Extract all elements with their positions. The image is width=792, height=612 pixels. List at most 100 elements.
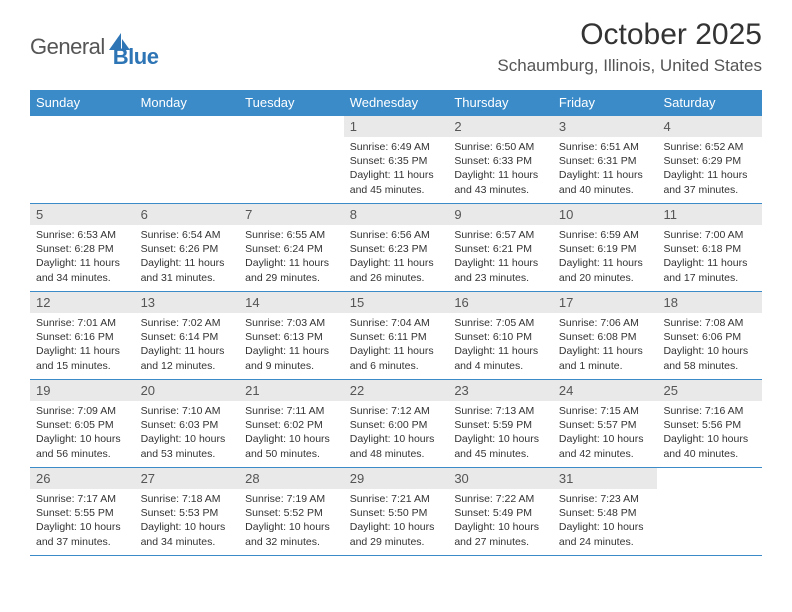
day-number: 17 bbox=[553, 292, 658, 313]
sunset-line: Sunset: 6:21 PM bbox=[454, 242, 547, 256]
day-number: 10 bbox=[553, 204, 658, 225]
day-number: 22 bbox=[344, 380, 449, 401]
day-number: 27 bbox=[135, 468, 240, 489]
day-details: Sunrise: 7:02 AMSunset: 6:14 PMDaylight:… bbox=[135, 313, 240, 377]
daylight-line: Daylight: 10 hours and 29 minutes. bbox=[350, 520, 443, 548]
sunset-line: Sunset: 6:00 PM bbox=[350, 418, 443, 432]
day-number: 20 bbox=[135, 380, 240, 401]
daylight-line: Daylight: 10 hours and 34 minutes. bbox=[141, 520, 234, 548]
daylight-line: Daylight: 10 hours and 48 minutes. bbox=[350, 432, 443, 460]
day-details: Sunrise: 7:21 AMSunset: 5:50 PMDaylight:… bbox=[344, 489, 449, 553]
daylight-line: Daylight: 10 hours and 40 minutes. bbox=[663, 432, 756, 460]
day-number: 2 bbox=[448, 116, 553, 137]
day-details: Sunrise: 6:51 AMSunset: 6:31 PMDaylight:… bbox=[553, 137, 658, 201]
day-number: 16 bbox=[448, 292, 553, 313]
weekday-header: Friday bbox=[553, 90, 658, 115]
day-details: Sunrise: 7:06 AMSunset: 6:08 PMDaylight:… bbox=[553, 313, 658, 377]
day-details: Sunrise: 6:53 AMSunset: 6:28 PMDaylight:… bbox=[30, 225, 135, 289]
day-cell: 20Sunrise: 7:10 AMSunset: 6:03 PMDayligh… bbox=[135, 380, 240, 467]
day-details: Sunrise: 6:52 AMSunset: 6:29 PMDaylight:… bbox=[657, 137, 762, 201]
day-cell: 3Sunrise: 6:51 AMSunset: 6:31 PMDaylight… bbox=[553, 116, 658, 203]
sunrise-line: Sunrise: 7:13 AM bbox=[454, 404, 547, 418]
weekday-header: Wednesday bbox=[344, 90, 449, 115]
sunrise-line: Sunrise: 7:21 AM bbox=[350, 492, 443, 506]
day-cell: 17Sunrise: 7:06 AMSunset: 6:08 PMDayligh… bbox=[553, 292, 658, 379]
day-details: Sunrise: 7:08 AMSunset: 6:06 PMDaylight:… bbox=[657, 313, 762, 377]
daylight-line: Daylight: 10 hours and 42 minutes. bbox=[559, 432, 652, 460]
header: General Blue October 2025 Schaumburg, Il… bbox=[30, 18, 762, 76]
day-cell bbox=[239, 116, 344, 203]
day-details: Sunrise: 7:18 AMSunset: 5:53 PMDaylight:… bbox=[135, 489, 240, 553]
day-number: 21 bbox=[239, 380, 344, 401]
daylight-line: Daylight: 11 hours and 34 minutes. bbox=[36, 256, 129, 284]
day-cell: 10Sunrise: 6:59 AMSunset: 6:19 PMDayligh… bbox=[553, 204, 658, 291]
month-title: October 2025 bbox=[497, 18, 762, 52]
daylight-line: Daylight: 10 hours and 37 minutes. bbox=[36, 520, 129, 548]
sunrise-line: Sunrise: 7:03 AM bbox=[245, 316, 338, 330]
daylight-line: Daylight: 10 hours and 58 minutes. bbox=[663, 344, 756, 372]
day-cell: 1Sunrise: 6:49 AMSunset: 6:35 PMDaylight… bbox=[344, 116, 449, 203]
day-number: 19 bbox=[30, 380, 135, 401]
sunrise-line: Sunrise: 7:01 AM bbox=[36, 316, 129, 330]
day-details: Sunrise: 7:04 AMSunset: 6:11 PMDaylight:… bbox=[344, 313, 449, 377]
day-cell: 29Sunrise: 7:21 AMSunset: 5:50 PMDayligh… bbox=[344, 468, 449, 555]
day-number: 31 bbox=[553, 468, 658, 489]
daylight-line: Daylight: 11 hours and 17 minutes. bbox=[663, 256, 756, 284]
day-number: 23 bbox=[448, 380, 553, 401]
daylight-line: Daylight: 11 hours and 6 minutes. bbox=[350, 344, 443, 372]
day-details: Sunrise: 7:09 AMSunset: 6:05 PMDaylight:… bbox=[30, 401, 135, 465]
day-number: 5 bbox=[30, 204, 135, 225]
day-number: 9 bbox=[448, 204, 553, 225]
day-details: Sunrise: 6:50 AMSunset: 6:33 PMDaylight:… bbox=[448, 137, 553, 201]
weekday-header: Sunday bbox=[30, 90, 135, 115]
sunset-line: Sunset: 6:29 PM bbox=[663, 154, 756, 168]
weekday-header-row: SundayMondayTuesdayWednesdayThursdayFrid… bbox=[30, 90, 762, 115]
sunset-line: Sunset: 5:56 PM bbox=[663, 418, 756, 432]
daylight-line: Daylight: 11 hours and 26 minutes. bbox=[350, 256, 443, 284]
day-cell: 12Sunrise: 7:01 AMSunset: 6:16 PMDayligh… bbox=[30, 292, 135, 379]
day-details: Sunrise: 7:22 AMSunset: 5:49 PMDaylight:… bbox=[448, 489, 553, 553]
day-number: 25 bbox=[657, 380, 762, 401]
day-number: 12 bbox=[30, 292, 135, 313]
daylight-line: Daylight: 11 hours and 29 minutes. bbox=[245, 256, 338, 284]
daylight-line: Daylight: 11 hours and 31 minutes. bbox=[141, 256, 234, 284]
calendar-bottom-rule bbox=[30, 555, 762, 556]
week-row: 5Sunrise: 6:53 AMSunset: 6:28 PMDaylight… bbox=[30, 203, 762, 291]
sunrise-line: Sunrise: 7:19 AM bbox=[245, 492, 338, 506]
weekday-header: Monday bbox=[135, 90, 240, 115]
sunrise-line: Sunrise: 7:02 AM bbox=[141, 316, 234, 330]
sunset-line: Sunset: 6:23 PM bbox=[350, 242, 443, 256]
sunrise-line: Sunrise: 6:54 AM bbox=[141, 228, 234, 242]
sunset-line: Sunset: 6:06 PM bbox=[663, 330, 756, 344]
day-details: Sunrise: 7:16 AMSunset: 5:56 PMDaylight:… bbox=[657, 401, 762, 465]
day-details: Sunrise: 7:12 AMSunset: 6:00 PMDaylight:… bbox=[344, 401, 449, 465]
sunrise-line: Sunrise: 7:00 AM bbox=[663, 228, 756, 242]
weekday-header: Tuesday bbox=[239, 90, 344, 115]
day-details: Sunrise: 7:10 AMSunset: 6:03 PMDaylight:… bbox=[135, 401, 240, 465]
day-number bbox=[239, 116, 344, 137]
sunrise-line: Sunrise: 6:53 AM bbox=[36, 228, 129, 242]
sunrise-line: Sunrise: 7:16 AM bbox=[663, 404, 756, 418]
daylight-line: Daylight: 10 hours and 32 minutes. bbox=[245, 520, 338, 548]
sunrise-line: Sunrise: 6:52 AM bbox=[663, 140, 756, 154]
day-details: Sunrise: 7:03 AMSunset: 6:13 PMDaylight:… bbox=[239, 313, 344, 377]
weekday-header: Thursday bbox=[448, 90, 553, 115]
sunset-line: Sunset: 6:14 PM bbox=[141, 330, 234, 344]
day-number: 8 bbox=[344, 204, 449, 225]
sunrise-line: Sunrise: 7:11 AM bbox=[245, 404, 338, 418]
day-number: 15 bbox=[344, 292, 449, 313]
sunrise-line: Sunrise: 6:59 AM bbox=[559, 228, 652, 242]
daylight-line: Daylight: 10 hours and 56 minutes. bbox=[36, 432, 129, 460]
daylight-line: Daylight: 11 hours and 45 minutes. bbox=[350, 168, 443, 196]
sunset-line: Sunset: 5:52 PM bbox=[245, 506, 338, 520]
daylight-line: Daylight: 11 hours and 23 minutes. bbox=[454, 256, 547, 284]
day-number bbox=[30, 116, 135, 137]
sunset-line: Sunset: 6:24 PM bbox=[245, 242, 338, 256]
sunrise-line: Sunrise: 7:04 AM bbox=[350, 316, 443, 330]
daylight-line: Daylight: 11 hours and 12 minutes. bbox=[141, 344, 234, 372]
day-cell bbox=[657, 468, 762, 555]
day-details: Sunrise: 6:57 AMSunset: 6:21 PMDaylight:… bbox=[448, 225, 553, 289]
sunset-line: Sunset: 6:08 PM bbox=[559, 330, 652, 344]
sunset-line: Sunset: 5:48 PM bbox=[559, 506, 652, 520]
title-block: October 2025 Schaumburg, Illinois, Unite… bbox=[497, 18, 762, 76]
